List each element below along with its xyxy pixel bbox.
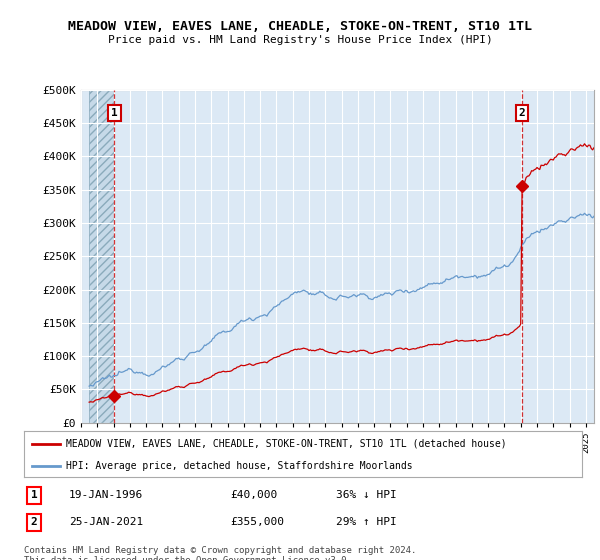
Text: MEADOW VIEW, EAVES LANE, CHEADLE, STOKE-ON-TRENT, ST10 1TL: MEADOW VIEW, EAVES LANE, CHEADLE, STOKE-… [68,20,532,32]
Text: 19-JAN-1996: 19-JAN-1996 [68,491,143,500]
Text: £355,000: £355,000 [230,517,284,527]
Text: 25-JAN-2021: 25-JAN-2021 [68,517,143,527]
Text: 36% ↓ HPI: 36% ↓ HPI [337,491,397,500]
Text: 29% ↑ HPI: 29% ↑ HPI [337,517,397,527]
Text: HPI: Average price, detached house, Staffordshire Moorlands: HPI: Average price, detached house, Staf… [66,461,412,470]
Bar [89,90,115,423]
Text: 1: 1 [111,108,118,118]
Text: £40,000: £40,000 [230,491,278,500]
Text: Price paid vs. HM Land Registry's House Price Index (HPI): Price paid vs. HM Land Registry's House … [107,35,493,45]
Text: 2: 2 [31,517,37,527]
Text: 1: 1 [31,491,37,500]
Text: 2: 2 [518,108,525,118]
Text: MEADOW VIEW, EAVES LANE, CHEADLE, STOKE-ON-TRENT, ST10 1TL (detached house): MEADOW VIEW, EAVES LANE, CHEADLE, STOKE-… [66,438,506,449]
Bar [89,90,115,423]
Text: Contains HM Land Registry data © Crown copyright and database right 2024.
This d: Contains HM Land Registry data © Crown c… [24,546,416,560]
